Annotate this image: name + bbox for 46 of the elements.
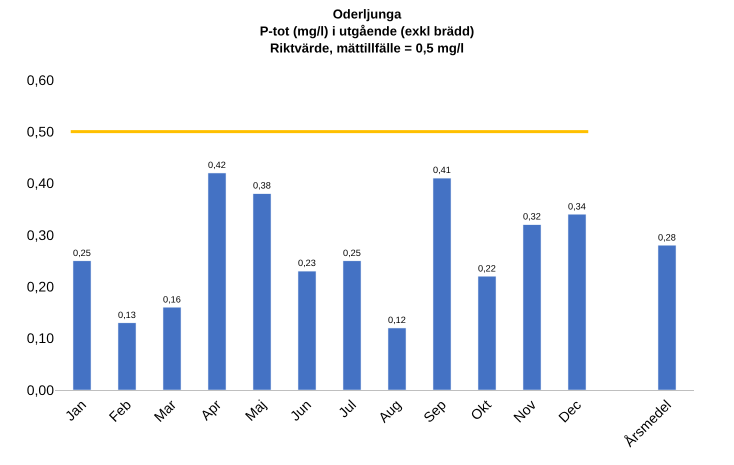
x-tick-label: Nov	[510, 396, 540, 426]
data-label: 0,25	[343, 248, 361, 258]
data-label: 0,22	[478, 263, 496, 274]
x-tick-label: Jul	[335, 396, 360, 421]
data-label: 0,16	[163, 294, 181, 304]
bar	[118, 322, 136, 390]
y-tick-label: 0,20	[26, 278, 54, 295]
bar	[298, 270, 316, 390]
x-tick-label: Jun	[286, 396, 314, 424]
x-tick-label: Jan	[62, 396, 90, 424]
y-tick-label: 0,00	[26, 382, 54, 398]
data-label: 0,34	[568, 201, 586, 212]
y-tick-label: 0,10	[26, 330, 54, 346]
data-label: 0,32	[523, 212, 541, 222]
bar	[432, 178, 452, 390]
bar	[658, 245, 676, 390]
data-label: 0,13	[118, 310, 136, 320]
data-label: 0,23	[298, 258, 316, 268]
x-tick-label: Maj	[242, 396, 270, 424]
bar	[72, 260, 92, 390]
bar	[208, 172, 226, 390]
bar	[388, 328, 406, 390]
x-tick-label: Okt	[467, 396, 494, 424]
data-label: 0,12	[388, 315, 406, 326]
data-label: 0,38	[253, 180, 271, 191]
data-label: 0,28	[658, 232, 676, 242]
bar	[568, 214, 586, 390]
bar	[342, 260, 362, 390]
data-label: 0,41	[433, 165, 451, 176]
data-label: 0,42	[208, 160, 226, 170]
y-tick-label: 0,30	[26, 226, 54, 243]
x-tick-label: Dec	[555, 396, 584, 426]
y-tick-label: 0,40	[26, 175, 54, 192]
chart-title: Oderljunga P-tot (mg/l) i utgående (exkl brädd) Riktvärde, mättillfälle = 0,5 mg/l	[260, 6, 474, 56]
bar	[252, 193, 272, 390]
bar	[162, 307, 182, 390]
data-label: 0,25	[73, 248, 91, 258]
x-tick-label: Apr	[197, 396, 224, 424]
x-tick-label: Mar	[150, 396, 180, 425]
x-tick-label: Feb	[106, 396, 134, 425]
y-tick-label: 0,50	[26, 124, 54, 140]
x-tick-label: Aug	[375, 396, 404, 426]
y-tick-label: 0,60	[26, 72, 54, 88]
bar	[522, 224, 542, 390]
bar	[478, 276, 496, 390]
x-tick-label: Sep	[420, 396, 450, 426]
